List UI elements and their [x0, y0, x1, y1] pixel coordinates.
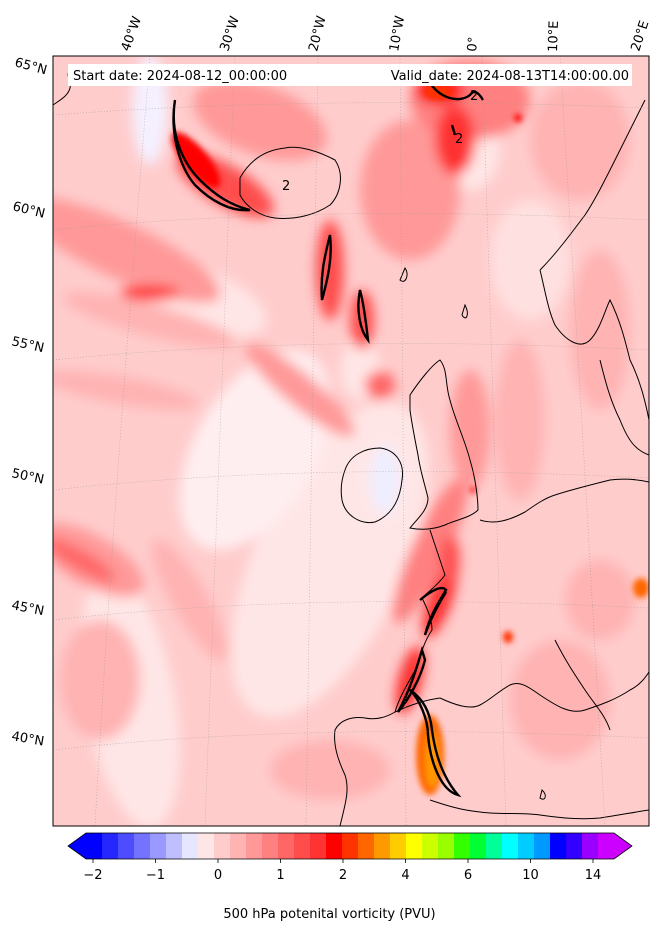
coastlines: [53, 69, 649, 826]
coastline-faroes: [399, 266, 408, 282]
coastline-baltic: [599, 359, 649, 456]
colorbar-swatch: [246, 833, 263, 859]
colorbar-swatch: [214, 833, 231, 859]
colorbar-label: 500 hPa potenital vorticity (PVU): [223, 907, 436, 922]
colorbar-tick-label: 1: [276, 868, 284, 883]
colorbar-tick-label: 4: [401, 868, 409, 883]
colorbar-swatch: [470, 833, 487, 859]
lon-tick-label: 10°W: [387, 15, 408, 53]
coastline-great-britain: [409, 359, 479, 530]
colorbar-swatch: [342, 833, 359, 859]
colorbar-swatch: [502, 833, 519, 859]
lat-tick-label: 60°N: [11, 199, 46, 221]
lon-tick-label: 0°: [465, 36, 481, 52]
lon-tick-labels: 40°W 30°W 20°W 10°W 0° 10°E 20°E: [119, 14, 653, 53]
lat-tick-label: 55°N: [10, 334, 45, 356]
colorbar-tick-label: 2: [339, 868, 347, 883]
annotation-box: [68, 64, 632, 86]
colorbar-swatch: [422, 833, 439, 859]
pv-2-contours: [172, 79, 485, 798]
valid-date-label: Valid_date: 2024-08-13T14:00:00.00: [391, 69, 629, 84]
coastline-italy: [554, 639, 611, 731]
coastline-north-europe: [479, 478, 649, 523]
colorbar-swatch: [166, 833, 183, 859]
colorbar-swatch: [566, 833, 583, 859]
colorbar-under-arrow: [68, 833, 86, 859]
lat-tick-label: 65°N: [13, 55, 49, 78]
colorbar-swatch: [358, 833, 375, 859]
colorbar-swatch: [438, 833, 455, 859]
contour-label: 2: [455, 132, 463, 147]
start-date-label: Start date: 2024-08-12_00:00:00: [73, 69, 287, 84]
colorbar-swatch: [230, 833, 247, 859]
coastline-island: [539, 789, 546, 800]
colorbar-swatch: [534, 833, 551, 859]
map-frame: [52, 55, 650, 827]
lon-tick-label: 20°W: [306, 14, 329, 53]
colorbar-ticks: −2 −1 0 1 2 4 6 10 14: [83, 859, 601, 883]
lat-tick-label: 45°N: [10, 598, 45, 619]
colorbar-tick-label: −1: [146, 868, 165, 883]
colorbar-swatch: [198, 833, 215, 859]
coastline-shetland: [461, 303, 468, 319]
colorbar-swatch: [102, 833, 119, 859]
graticule: [53, 56, 649, 826]
lon-tick-label: 10°E: [546, 20, 562, 52]
coastline-mediterranean: [439, 671, 649, 712]
coastline-france-biscay: [394, 529, 446, 713]
colorbar-swatch: [310, 833, 327, 859]
colorbar-tick-label: 14: [585, 868, 602, 883]
colorbar-swatch: [374, 833, 391, 859]
colorbar-over-arrow: [614, 833, 632, 859]
coastline-north-africa: [429, 799, 649, 820]
lat-tick-label: 40°N: [10, 729, 45, 749]
colorbar-swatch: [278, 833, 295, 859]
coastline-iberia: [334, 697, 441, 826]
lon-tick-label: 20°E: [629, 19, 653, 53]
pv-field: 2 2 2: [53, 56, 649, 826]
colorbar-swatch: [326, 833, 343, 859]
colorbar-swatch: [294, 833, 311, 859]
colorbar-swatch: [86, 833, 103, 859]
colorbar-outline: [67, 832, 633, 860]
lat-tick-label: 50°N: [10, 466, 45, 487]
colorbar-swatch: [182, 833, 199, 859]
lat-tick-labels: 65°N 60°N 55°N 50°N 45°N 40°N: [10, 55, 48, 749]
contour-label: 2: [470, 89, 478, 104]
colorbar-swatch: [390, 833, 407, 859]
colorbar-swatch: [486, 833, 503, 859]
colorbar-swatch: [550, 833, 567, 859]
lon-tick-label: 30°W: [218, 14, 243, 53]
colorbar-swatch: [262, 833, 279, 859]
colorbar-swatch: [582, 833, 599, 859]
lon-tick-label: 40°W: [119, 14, 145, 53]
coastline-scandinavia: [539, 99, 649, 421]
colorbar-swatch: [598, 833, 615, 859]
colorbar: −2 −1 0 1 2 4 6 10 14: [67, 832, 633, 883]
colorbar-swatch: [454, 833, 471, 859]
colorbar-tick-label: −2: [83, 868, 102, 883]
contour-label: 2: [282, 179, 290, 194]
colorbar-swatches: [86, 833, 615, 859]
colorbar-swatch: [150, 833, 167, 859]
colorbar-swatch: [118, 833, 135, 859]
colorbar-tick-label: 10: [522, 868, 539, 883]
colorbar-swatch: [406, 833, 423, 859]
colorbar-tick-label: 0: [214, 868, 222, 883]
colorbar-tick-label: 6: [464, 868, 472, 883]
coastline-ireland: [340, 447, 404, 524]
colorbar-swatch: [134, 833, 151, 859]
colorbar-swatch: [518, 833, 535, 859]
